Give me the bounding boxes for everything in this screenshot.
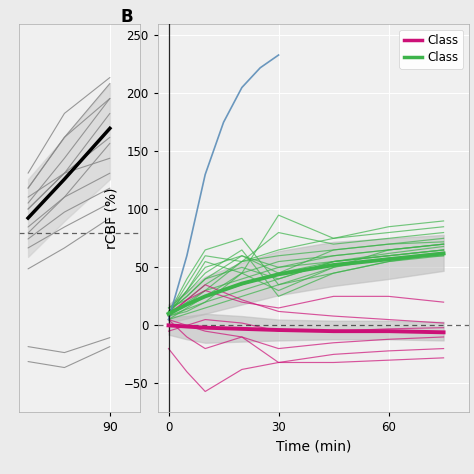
Text: B: B — [120, 8, 133, 26]
Legend: Class, Class: Class, Class — [399, 29, 464, 69]
Y-axis label: rCBF (%): rCBF (%) — [104, 187, 118, 249]
X-axis label: Time (min): Time (min) — [276, 440, 351, 454]
